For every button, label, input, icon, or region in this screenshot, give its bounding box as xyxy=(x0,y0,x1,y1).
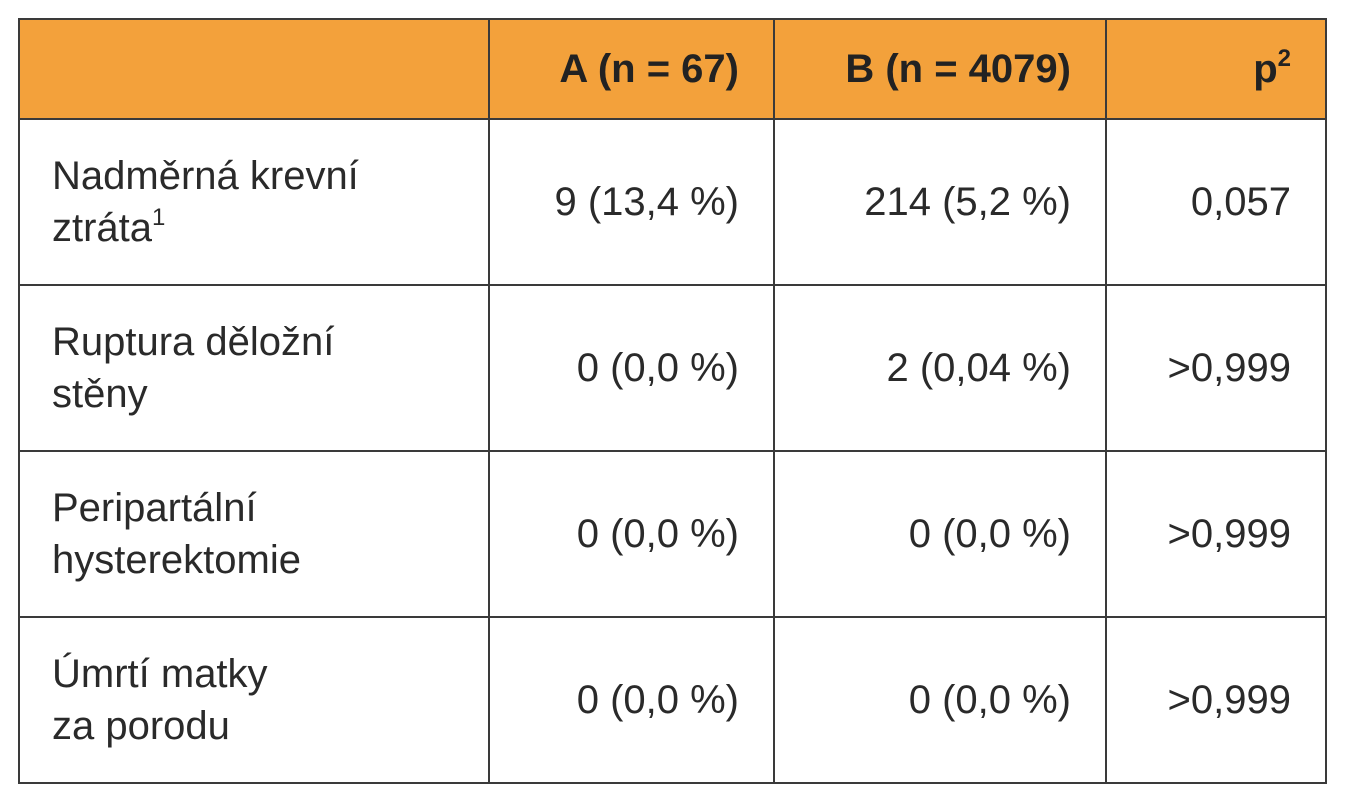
header-row: A (n = 67) B (n = 4079) p2 xyxy=(18,18,1327,120)
header-cell: A (n = 67) xyxy=(488,18,775,120)
row-label-line: ztráta1 xyxy=(52,204,166,251)
value-cell: 0 (0,0 %) xyxy=(488,450,775,618)
value-cell: >0,999 xyxy=(1105,284,1327,452)
table-row: Nadměrná krevní ztráta1 9 (13,4 %) 214 (5,2… xyxy=(18,118,1327,286)
value-cell: 0 (0,0 %) xyxy=(488,616,775,784)
row-label-line: za porodu xyxy=(52,704,230,748)
header-text: B (n = 4079) xyxy=(845,47,1071,91)
row-label-line: Ruptura děložní xyxy=(52,320,335,364)
row-label-line: Peripartální xyxy=(52,486,257,530)
value-cell: >0,999 xyxy=(1105,616,1327,784)
row-label-line: hysterektomie xyxy=(52,538,301,582)
row-label-line: Nadměrná krevní xyxy=(52,154,359,198)
table-body: Nadměrná krevní ztráta1 9 (13,4 %) 214 (5,2… xyxy=(18,118,1327,784)
value-cell: 9 (13,4 %) xyxy=(488,118,775,286)
table-row: Úmrtí matky za porodu 0 (0,0 %) 0 (0,0 %) >0… xyxy=(18,616,1327,784)
header-text: A (n = 67) xyxy=(559,47,739,91)
value-cell: 0 (0,0 %) xyxy=(773,616,1107,784)
value-cell: 2 (0,04 %) xyxy=(773,284,1107,452)
row-label-cell: Ruptura děložní stěny xyxy=(18,284,490,452)
table-row: Peripartální hysterektomie 0 (0,0 %) 0 (0,0… xyxy=(18,450,1327,618)
row-label-cell: Úmrtí matky za porodu xyxy=(18,616,490,784)
superscript: 1 xyxy=(152,204,166,231)
header-cell xyxy=(18,18,490,120)
row-label-line: Úmrtí matky xyxy=(52,652,268,696)
row-label-line: stěny xyxy=(52,372,148,416)
value-cell: >0,999 xyxy=(1105,450,1327,618)
header-cell: B (n = 4079) xyxy=(773,18,1107,120)
row-label-cell: Peripartální hysterektomie xyxy=(18,450,490,618)
value-cell: 214 (5,2 %) xyxy=(773,118,1107,286)
table-row: Ruptura děložní stěny 0 (0,0 %) 2 (0,04 %) >… xyxy=(18,284,1327,452)
value-cell: 0,057 xyxy=(1105,118,1327,286)
value-cell: 0 (0,0 %) xyxy=(773,450,1107,618)
data-table: A (n = 67) B (n = 4079) p2 Nadměrná krevní… xyxy=(18,18,1327,784)
header-cell: p2 xyxy=(1105,18,1327,120)
superscript: 2 xyxy=(1277,45,1291,72)
value-cell: 0 (0,0 %) xyxy=(488,284,775,452)
row-label-cell: Nadměrná krevní ztráta1 xyxy=(18,118,490,286)
header-text: p xyxy=(1253,47,1278,91)
